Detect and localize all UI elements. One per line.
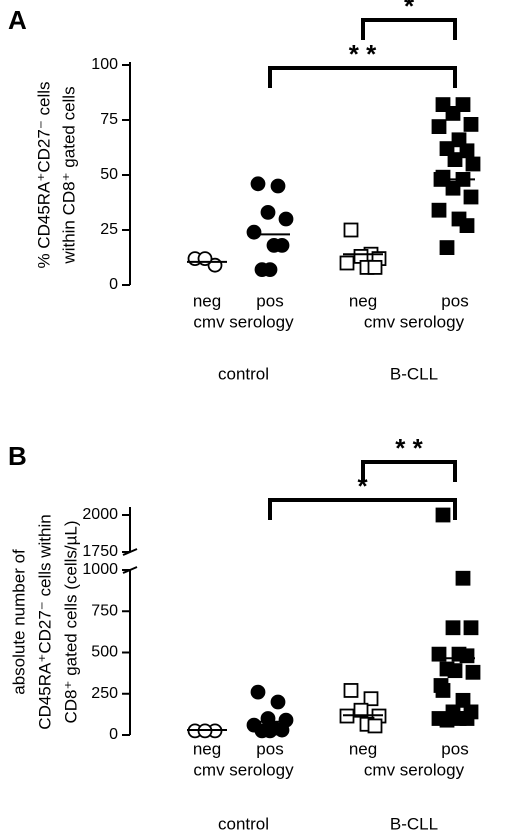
- data-point: [431, 119, 447, 134]
- significance-bracket: [361, 18, 457, 40]
- data-point: [262, 723, 278, 739]
- data-point: [197, 251, 213, 267]
- y-axis-label: CD8⁺ gated cells (cells/µL): [61, 520, 80, 723]
- data-point: [270, 178, 286, 194]
- data-point: [439, 141, 455, 157]
- y-tick-label: 25: [100, 221, 118, 238]
- x-tick-label: neg: [193, 291, 221, 310]
- y-tick-label: 0: [109, 726, 118, 743]
- y-tick-label: 0: [109, 276, 118, 293]
- data-point: [274, 722, 290, 738]
- significance-label: * *: [395, 433, 423, 463]
- data-point: [339, 255, 355, 271]
- data-point: [455, 692, 471, 708]
- data-point: [250, 176, 266, 192]
- y-tick-label: 1000: [82, 561, 118, 578]
- significance-bracket: [268, 498, 457, 520]
- data-point: [447, 663, 463, 679]
- data-point: [463, 620, 479, 636]
- x-subgroup-label: cmv serology: [193, 760, 294, 779]
- significance-bracket: [268, 66, 457, 88]
- panel-label: B: [8, 441, 27, 471]
- data-point: [250, 684, 266, 700]
- data-point: [262, 262, 278, 278]
- data-point: [435, 683, 451, 698]
- data-point: [463, 117, 479, 132]
- data-point: [463, 189, 479, 205]
- x-tick-label: neg: [349, 291, 377, 310]
- y-axis-label: CD45RA⁺CD27⁻ cells within: [35, 514, 54, 729]
- x-subgroup-label: cmv serology: [193, 312, 294, 331]
- data-point: [278, 211, 294, 227]
- x-tick-label: pos: [256, 291, 283, 310]
- significance-label: *: [404, 0, 415, 21]
- y-tick-label: 750: [91, 602, 118, 619]
- data-point: [367, 718, 383, 734]
- data-point: [353, 702, 369, 718]
- data-point: [274, 237, 290, 253]
- x-tick-label: neg: [193, 739, 221, 758]
- x-tick-label: pos: [256, 739, 283, 758]
- y-tick-label: 100: [91, 56, 118, 73]
- x-group-label: B-CLL: [390, 364, 438, 383]
- x-group-label: control: [218, 364, 269, 383]
- significance-bracket: [361, 460, 457, 482]
- y-tick-label: 1750: [82, 543, 118, 560]
- data-point: [435, 507, 451, 523]
- data-point: [439, 712, 455, 728]
- data-point: [459, 648, 475, 664]
- data-point: [445, 106, 461, 121]
- y-tick-label: 75: [100, 111, 118, 128]
- x-subgroup-label: cmv serology: [364, 312, 465, 331]
- data-point: [459, 218, 475, 234]
- data-point: [431, 202, 447, 218]
- x-subgroup-label: cmv serology: [364, 760, 465, 779]
- data-point: [363, 691, 379, 707]
- data-point: [260, 204, 276, 220]
- data-point: [343, 683, 359, 698]
- data-point: [459, 711, 475, 726]
- data-point: [367, 259, 383, 275]
- data-point: [465, 664, 481, 680]
- data-point: [465, 156, 481, 172]
- y-tick-label: 500: [91, 644, 118, 661]
- data-point: [246, 224, 262, 240]
- data-point: [451, 132, 467, 148]
- data-point: [435, 169, 451, 185]
- data-point: [455, 570, 471, 586]
- x-group-label: control: [218, 814, 269, 833]
- data-point: [459, 143, 475, 159]
- y-axis-label: absolute number of: [9, 549, 28, 695]
- significance-label: * *: [349, 39, 377, 69]
- x-tick-label: pos: [441, 291, 468, 310]
- y-axis-label: % CD45RA⁺CD27⁻ cells: [34, 81, 53, 268]
- y-tick-label: 50: [100, 166, 118, 183]
- data-point: [447, 152, 463, 168]
- data-point: [445, 620, 461, 636]
- x-group-label: B-CLL: [390, 814, 438, 833]
- significance-label: *: [357, 471, 368, 501]
- y-axis-label: within CD8⁺ gated cells: [59, 86, 78, 264]
- data-point: [343, 222, 359, 238]
- data-point: [270, 694, 286, 710]
- data-point: [439, 240, 455, 256]
- x-tick-label: pos: [441, 739, 468, 758]
- data-point: [445, 180, 461, 196]
- panel-label: A: [8, 5, 27, 35]
- x-tick-label: neg: [349, 739, 377, 758]
- y-tick-label: 250: [91, 685, 118, 702]
- y-tick-label: 2000: [82, 506, 118, 523]
